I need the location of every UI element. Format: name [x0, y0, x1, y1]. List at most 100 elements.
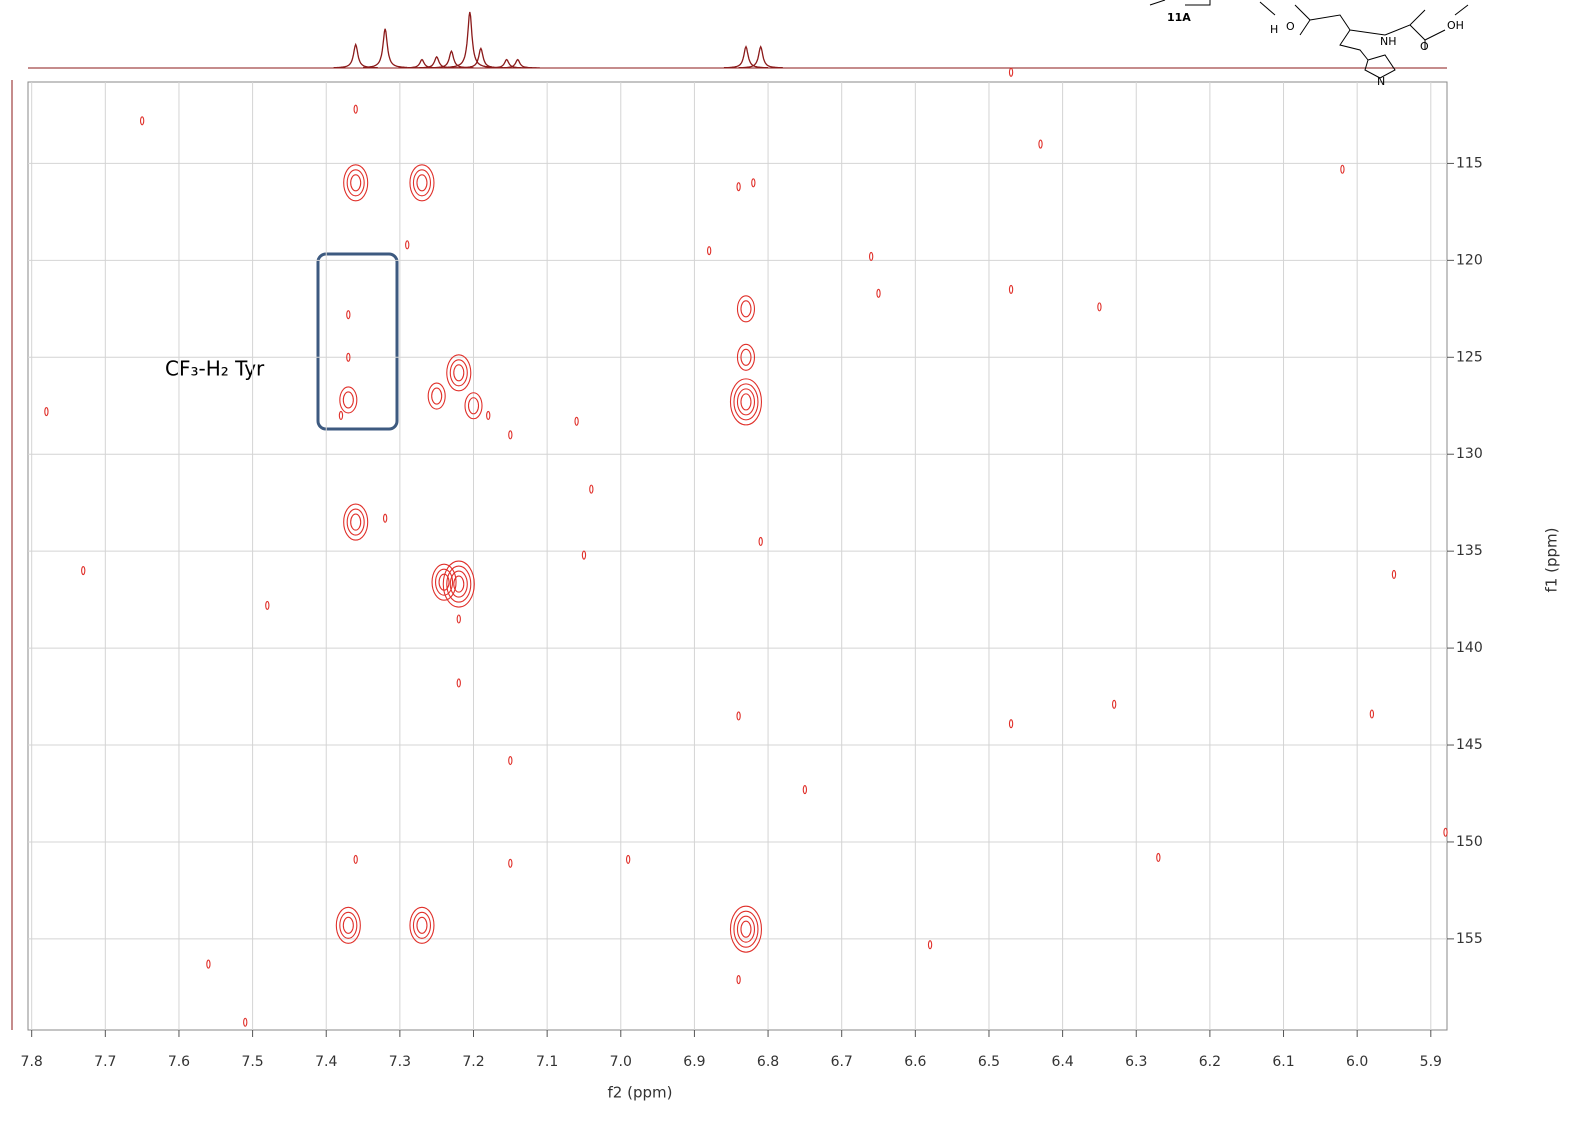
contour-ring: [409, 164, 435, 202]
contour-ring: [733, 383, 759, 421]
contour-ring: [405, 240, 410, 250]
contour-ring: [339, 911, 358, 939]
x-tick-label: 7.5: [241, 1054, 263, 1070]
cross-peak: [736, 295, 756, 323]
cross-peak: [869, 251, 874, 262]
y-tick-label: 130: [1456, 446, 1483, 462]
contour-ring: [1008, 719, 1014, 729]
contour-ring: [706, 246, 712, 256]
x-tick-label: 7.2: [462, 1054, 484, 1070]
structure-label: OH: [1447, 19, 1464, 32]
cross-peak: [139, 116, 145, 126]
contour-ring: [453, 364, 465, 382]
cross-peak: [353, 854, 358, 864]
cross-peak: [736, 182, 741, 192]
cross-peak: [581, 550, 587, 560]
contour-ring: [346, 352, 351, 362]
plot-frame: [27, 81, 1448, 1031]
x-tick-label: 7.1: [536, 1054, 558, 1070]
contour-ring: [625, 854, 631, 864]
contour-ring: [206, 959, 211, 969]
cross-peak: [243, 1017, 248, 1027]
x-tick-label: 6.4: [1051, 1054, 1073, 1070]
x-tick-label: 5.9: [1420, 1054, 1442, 1070]
cross-peak: [1391, 569, 1397, 579]
contour-ring: [1097, 302, 1102, 312]
cross-peak: [1097, 302, 1102, 312]
cross-peak: [1038, 139, 1043, 149]
x-axis-title: f2 (ppm): [608, 1084, 673, 1102]
contour-ring: [1008, 284, 1014, 294]
contour-ring: [412, 911, 432, 939]
cross-peak: [265, 600, 270, 610]
contour-ring: [736, 711, 741, 721]
cross-peak: [338, 410, 344, 420]
cross-peak: [431, 563, 457, 601]
contour-ring: [44, 407, 49, 417]
x-tick-label: 6.6: [904, 1054, 926, 1070]
cross-peak: [339, 386, 358, 414]
x-tick-label: 6.3: [1125, 1054, 1147, 1070]
contour-ring: [346, 310, 351, 320]
structure-label: H: [1270, 23, 1278, 36]
contour-ring: [1443, 827, 1448, 837]
cross-peak: [446, 354, 472, 392]
contour-ring: [350, 174, 362, 192]
contour-ring: [736, 182, 741, 192]
contour-ring: [431, 563, 457, 601]
cross-peak: [729, 378, 763, 426]
cross-peak: [409, 164, 435, 202]
cross-peak: [346, 310, 351, 320]
contour-ring: [265, 600, 270, 610]
structure-label: N: [1377, 75, 1385, 88]
cross-peak: [736, 711, 741, 721]
cross-peak: [44, 407, 49, 417]
y-tick-label: 155: [1456, 931, 1483, 947]
contour-ring: [353, 104, 358, 114]
contour-ring: [1156, 852, 1161, 863]
structure-label: 11A: [1167, 11, 1191, 24]
cross-peak: [706, 246, 712, 256]
contour-ring: [581, 550, 587, 560]
contour-ring: [453, 575, 465, 593]
contour-ring: [574, 416, 579, 426]
contour-ring: [343, 164, 369, 202]
contour-ring: [456, 614, 461, 624]
contour-ring: [740, 300, 752, 318]
contour-ring: [927, 940, 933, 950]
cross-peak: [758, 536, 763, 547]
contour-ring: [508, 755, 513, 766]
contour-ring: [1391, 569, 1397, 579]
cross-peak: [427, 382, 446, 410]
x-tick-label: 6.5: [978, 1054, 1000, 1070]
cross-peak: [456, 678, 461, 688]
contour-ring: [449, 570, 468, 598]
contour-ring: [464, 392, 483, 420]
x-tick-label: 7.8: [21, 1054, 43, 1070]
y-tick-label: 135: [1456, 543, 1483, 559]
cross-peak: [81, 565, 86, 576]
cross-peak: [508, 755, 513, 766]
projection-peak: [447, 11, 492, 68]
structure: 11A H O NH OH O N: [1149, 0, 1469, 88]
contour-ring: [736, 295, 756, 323]
cross-peak: [346, 352, 351, 362]
cross-peak: [335, 906, 361, 944]
contour-ring: [431, 387, 443, 405]
cross-peak: [456, 614, 461, 624]
cross-peak: [751, 178, 756, 188]
contour-ring: [338, 410, 344, 420]
x-tick-label: 7.0: [610, 1054, 632, 1070]
x-tick-label: 7.7: [94, 1054, 116, 1070]
contour-ring: [1369, 709, 1375, 719]
y-tick-label: 150: [1456, 834, 1483, 850]
contour-ring: [1112, 699, 1117, 709]
cross-peak: [736, 975, 741, 985]
cross-peak: [1369, 709, 1375, 719]
contour-ring: [729, 378, 763, 426]
cross-peak: [343, 164, 369, 202]
contour-ring: [416, 916, 428, 934]
contour-ring: [736, 915, 756, 943]
contour-ring: [446, 565, 472, 603]
cross-peak: [1008, 719, 1014, 729]
